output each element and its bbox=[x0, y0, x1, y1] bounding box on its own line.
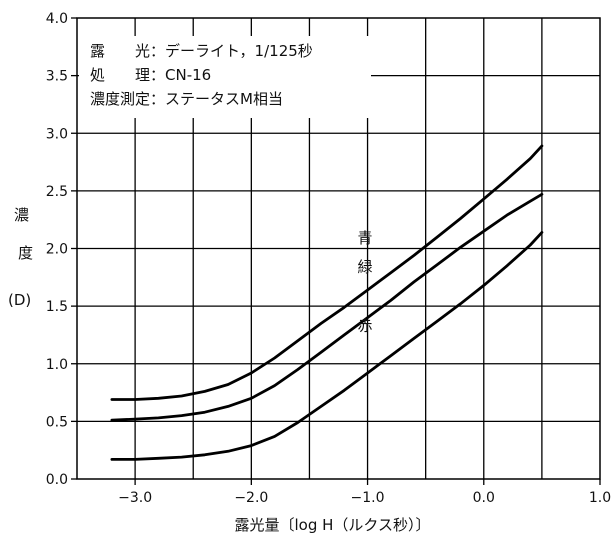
x-tick-label: −2.0 bbox=[234, 490, 268, 506]
y-axis-label-line-3: (D) bbox=[8, 291, 31, 309]
info-line-exposure: 露 光：デーライト，1/125秒 bbox=[90, 42, 313, 60]
y-tick-label: 1.5 bbox=[46, 299, 68, 315]
y-tick-label: 1.0 bbox=[46, 357, 68, 373]
y-tick-label: 3.0 bbox=[46, 126, 68, 142]
info-line-density: 濃度測定：ステータスM相当 bbox=[90, 90, 283, 108]
y-axis-label: 濃 度 (D) bbox=[8, 206, 33, 309]
series-line-2 bbox=[110, 192, 544, 422]
info-box: 露 光：デーライト，1/125秒 処 理：CN-16 濃度測定：ステータスM相当 bbox=[90, 42, 313, 108]
grid bbox=[77, 18, 600, 479]
axis-ticks: −3.0 −2.0 −1.0 0.0 1.0 0.0 0.5 1.0 1.5 2.0 2.5 3.0 3… bbox=[46, 11, 611, 506]
x-axis-label: 露光量〔log H（ルクス秒）〕 bbox=[235, 516, 431, 534]
x-tick-label: 1.0 bbox=[589, 490, 611, 506]
x-tick-label: 0.0 bbox=[473, 490, 495, 506]
y-tick-label: 0.0 bbox=[46, 472, 68, 488]
series-line-3 bbox=[110, 231, 544, 461]
series-line-1 bbox=[110, 144, 544, 401]
curves bbox=[110, 144, 544, 461]
y-tick-label: 4.0 bbox=[46, 11, 68, 27]
x-tick-label: −3.0 bbox=[118, 490, 152, 506]
y-axis-label-line-2: 度 bbox=[18, 244, 33, 262]
series-labels: 青緑赤 bbox=[358, 229, 373, 335]
series-label-1: 青 bbox=[358, 229, 373, 247]
info-line-processing: 処 理：CN-16 bbox=[90, 66, 211, 84]
series-label-3: 赤 bbox=[358, 317, 373, 335]
series-label-2: 緑 bbox=[358, 258, 373, 276]
y-tick-label: 3.5 bbox=[46, 69, 68, 85]
info-box-background bbox=[79, 36, 371, 118]
y-tick-label: 2.0 bbox=[46, 242, 68, 258]
y-tick-label: 2.5 bbox=[46, 184, 68, 200]
y-tick-label: 0.5 bbox=[46, 414, 68, 430]
x-tick-label: −1.0 bbox=[351, 490, 385, 506]
y-axis-label-line-1: 濃 bbox=[14, 206, 29, 224]
